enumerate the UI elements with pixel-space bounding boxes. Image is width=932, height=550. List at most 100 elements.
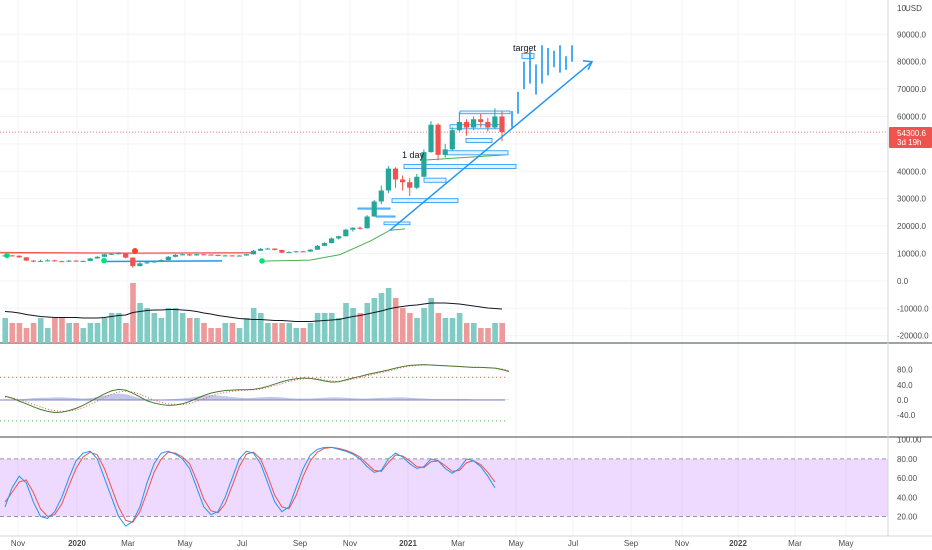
candle-body xyxy=(73,260,79,262)
volume-bar xyxy=(16,323,23,343)
time-tick-label: 2022 xyxy=(729,539,747,548)
candle-body xyxy=(172,254,178,257)
volume-bar xyxy=(414,318,420,343)
volume-bar xyxy=(407,313,413,343)
volume-bar xyxy=(130,283,136,343)
volume-bar xyxy=(456,313,463,343)
candle-body xyxy=(130,257,136,267)
time-tick-label: Mar xyxy=(788,539,802,548)
stochastic-k-line xyxy=(4,446,496,527)
time-tick-label: Nov xyxy=(343,539,357,548)
candle-body xyxy=(158,260,164,262)
projection-bars xyxy=(511,45,573,128)
candle-body xyxy=(165,256,171,261)
candle-body xyxy=(208,254,214,256)
volume-bar xyxy=(243,318,250,343)
volume-bar xyxy=(343,303,349,343)
volume-bar xyxy=(222,323,229,343)
volume-bar xyxy=(123,323,129,343)
volume-bar xyxy=(265,323,271,343)
time-axis: Nov 2020 Mar May Jul Sep Nov 2021 Mar May Jul Sep No… xyxy=(11,539,854,548)
currency-label: USD xyxy=(905,4,922,13)
volume-bar xyxy=(471,323,477,343)
volume-bar xyxy=(392,298,399,343)
macd-tick-label: 0.0 xyxy=(897,396,909,405)
candle-body xyxy=(279,249,285,253)
stochastic-indicator xyxy=(0,446,888,527)
volume-bar xyxy=(364,303,371,343)
candle-body xyxy=(400,179,406,183)
candle-body xyxy=(229,255,235,257)
green-dot-2 xyxy=(101,257,107,264)
volume-bar xyxy=(201,323,207,343)
candle-body xyxy=(463,121,470,128)
volume-bar xyxy=(215,328,221,343)
volume-bar xyxy=(108,313,115,343)
trend-arrow-head xyxy=(582,59,594,71)
volume-bar xyxy=(421,308,427,343)
stochastic-axis: 100.00 80.00 60.00 40.00 20.00 xyxy=(897,436,922,522)
candle-body xyxy=(442,149,448,155)
time-tick-label: Mar xyxy=(451,539,465,548)
candle-body xyxy=(343,229,349,237)
stochastic-tick-label: 100.00 xyxy=(897,436,922,445)
candle-body xyxy=(187,254,193,256)
macd-line xyxy=(4,364,510,414)
stochastic-tick-label: 40.00 xyxy=(897,493,918,502)
volume-bar xyxy=(307,323,314,343)
candle-body xyxy=(116,253,122,255)
candle-body xyxy=(123,253,129,258)
volume-bar xyxy=(30,323,37,343)
candle-body xyxy=(371,201,377,217)
stochastic-band xyxy=(0,458,888,517)
current-price-label: 54300.6 xyxy=(897,129,926,138)
volume-bar xyxy=(300,328,307,343)
candle-body xyxy=(108,253,115,255)
volume-bar xyxy=(94,323,101,343)
candle-body xyxy=(9,255,15,257)
volume-bar xyxy=(66,323,72,343)
candle-body xyxy=(378,190,384,202)
volume-bar xyxy=(80,328,87,343)
price-tick-label: 30000.0 xyxy=(897,195,926,204)
annotation-1-day: 1 day xyxy=(402,150,425,160)
volume-bar xyxy=(478,328,484,343)
candle-body xyxy=(215,254,221,256)
volume-bar xyxy=(499,323,505,343)
volume-bar xyxy=(435,313,442,343)
volume-bar xyxy=(9,323,16,343)
candle-body xyxy=(258,248,264,251)
time-tick-label: Nov xyxy=(11,539,25,548)
volume-ma-line xyxy=(4,302,503,322)
candle-body xyxy=(16,255,22,258)
candle-body xyxy=(52,260,58,262)
volume-bar xyxy=(258,313,264,343)
candle-body xyxy=(286,252,292,254)
volume-bar xyxy=(321,313,328,343)
volume-bar xyxy=(286,323,292,343)
volume-bar xyxy=(229,323,236,343)
stochastic-tick-label: 80.00 xyxy=(897,455,918,464)
candle-body xyxy=(179,254,186,256)
candlesticks xyxy=(2,108,505,268)
price-tick-label: 40000.0 xyxy=(897,167,926,176)
candle-body xyxy=(385,168,391,191)
candle-body xyxy=(307,249,313,252)
support-line xyxy=(261,228,406,262)
candle-body xyxy=(87,258,93,261)
candle-body xyxy=(37,260,44,262)
volume-bar xyxy=(208,328,214,343)
green-dot-3 xyxy=(259,258,265,264)
volume-bar xyxy=(23,328,30,343)
level-box xyxy=(423,177,447,183)
level-box xyxy=(459,110,511,115)
volume-bar xyxy=(37,318,44,343)
volume-bar xyxy=(385,288,392,343)
volume-bar xyxy=(87,323,94,343)
candle-body xyxy=(30,260,36,262)
volume-bar xyxy=(371,298,378,343)
volume-bar xyxy=(400,308,406,343)
candle-body xyxy=(59,261,65,263)
